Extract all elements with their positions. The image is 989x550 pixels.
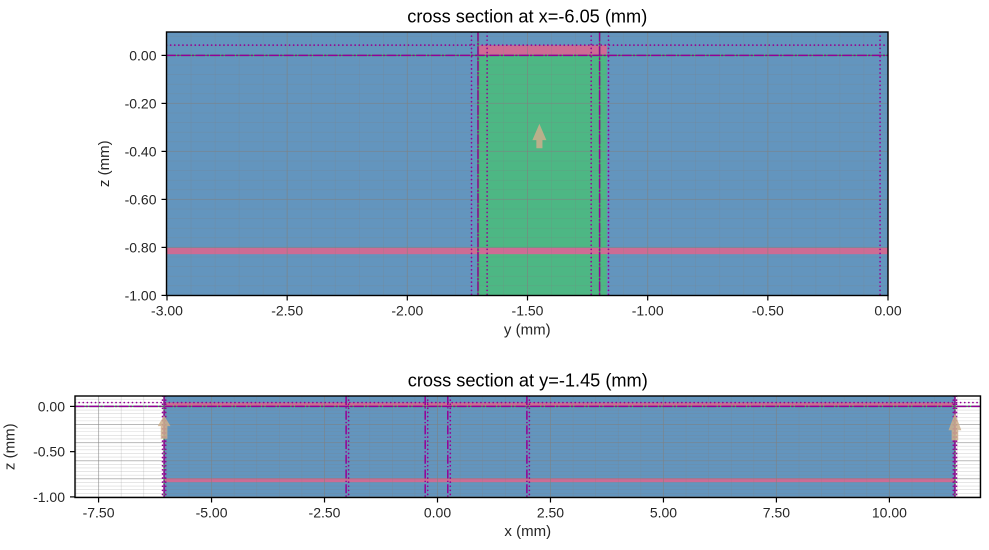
svg-text:0.00: 0.00 bbox=[874, 303, 901, 319]
svg-text:z (mm): z (mm) bbox=[1, 423, 18, 470]
svg-text:-0.50: -0.50 bbox=[752, 303, 784, 319]
svg-text:-1.00: -1.00 bbox=[33, 489, 65, 505]
svg-text:-0.20: -0.20 bbox=[125, 95, 157, 111]
svg-text:x (mm): x (mm) bbox=[504, 523, 551, 540]
svg-text:0.00: 0.00 bbox=[424, 505, 451, 521]
svg-text:-7.50: -7.50 bbox=[83, 505, 115, 521]
svg-text:-1.00: -1.00 bbox=[125, 287, 157, 303]
svg-text:z (mm): z (mm) bbox=[96, 140, 113, 187]
svg-text:-0.50: -0.50 bbox=[33, 444, 65, 460]
svg-text:-2.50: -2.50 bbox=[309, 505, 341, 521]
svg-text:-0.80: -0.80 bbox=[125, 239, 157, 255]
svg-text:5.00: 5.00 bbox=[650, 505, 677, 521]
svg-text:-3.00: -3.00 bbox=[151, 303, 183, 319]
svg-text:-5.00: -5.00 bbox=[196, 505, 228, 521]
svg-text:-0.60: -0.60 bbox=[125, 191, 157, 207]
svg-text:7.50: 7.50 bbox=[763, 505, 790, 521]
svg-text:-1.00: -1.00 bbox=[632, 303, 664, 319]
svg-text:-1.50: -1.50 bbox=[512, 303, 544, 319]
svg-text:cross section at x=-6.05 (mm): cross section at x=-6.05 (mm) bbox=[407, 7, 647, 27]
svg-text:y (mm): y (mm) bbox=[504, 322, 551, 339]
svg-text:-0.40: -0.40 bbox=[125, 143, 157, 159]
svg-text:0.00: 0.00 bbox=[129, 47, 156, 63]
svg-text:2.50: 2.50 bbox=[537, 505, 564, 521]
svg-text:0.00: 0.00 bbox=[38, 398, 65, 414]
svg-text:cross section at y=-1.45 (mm): cross section at y=-1.45 (mm) bbox=[408, 371, 648, 391]
svg-text:-2.00: -2.00 bbox=[391, 303, 423, 319]
svg-text:10.00: 10.00 bbox=[872, 505, 907, 521]
svg-text:-2.50: -2.50 bbox=[271, 303, 303, 319]
